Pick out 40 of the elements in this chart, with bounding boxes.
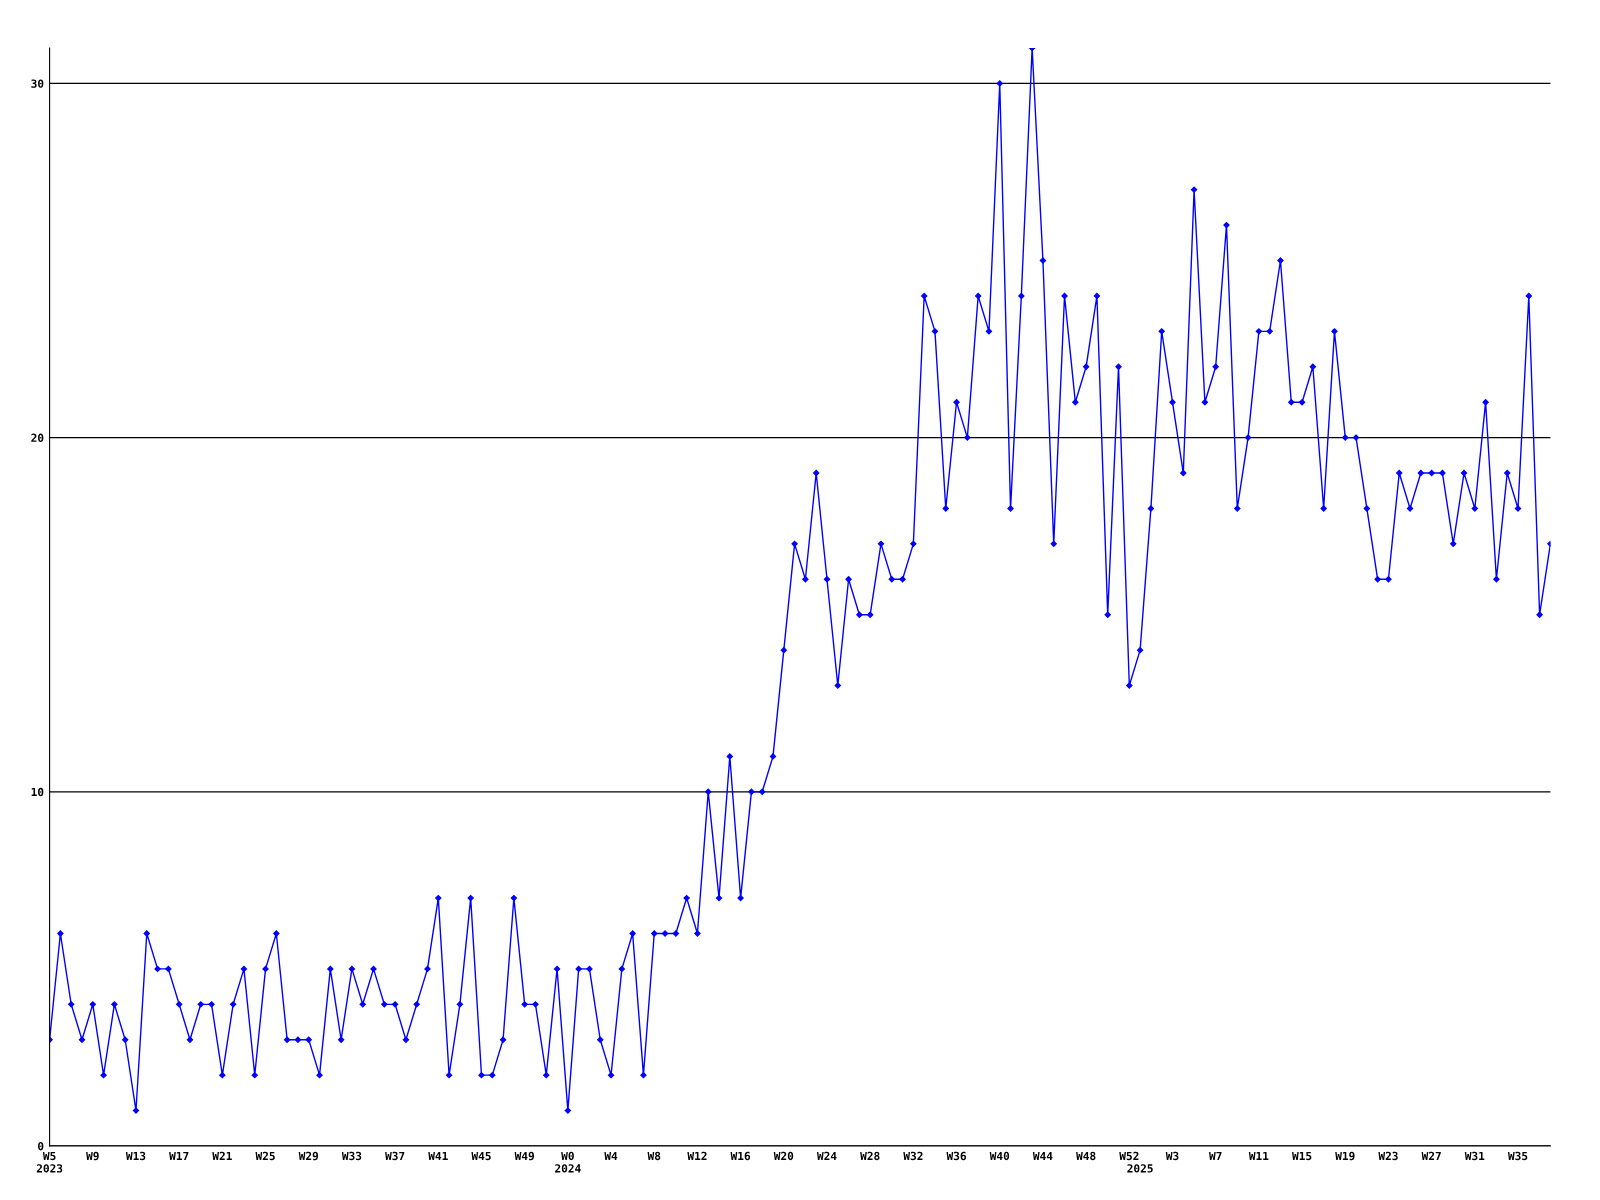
x-tick-label: W17	[169, 1151, 189, 1160]
y-tick-label: 30	[31, 79, 44, 88]
x-tick-label: W21	[212, 1151, 232, 1160]
x-tick-label: W15	[1292, 1151, 1312, 1161]
x-tick-label: W49	[514, 1151, 534, 1161]
x-tick-label: W11	[1248, 1151, 1269, 1160]
y-tick-label: 10	[31, 787, 44, 797]
x-tick-label: W36	[946, 1151, 966, 1161]
x-tick-label: W52	[1119, 1151, 1139, 1161]
x-tick-label: W33	[341, 1151, 362, 1161]
x-tick-label: W20	[773, 1151, 794, 1161]
x-tick-label: W16	[730, 1151, 751, 1161]
x-tick-label: W4	[604, 1151, 618, 1160]
x-tick-label: W37	[385, 1151, 405, 1161]
x-tick-label: W23	[1378, 1151, 1398, 1161]
x-tick-label: W35	[1507, 1151, 1528, 1161]
x-tick-label: W27	[1421, 1151, 1441, 1160]
x-tick-label: W9	[86, 1151, 99, 1161]
x-tick-label: W25	[255, 1151, 275, 1161]
y-tick-label: 20	[31, 433, 44, 442]
x-tick-label: W31	[1464, 1151, 1485, 1161]
x-tick-label: W28	[860, 1151, 880, 1161]
y-tick-label: 0	[38, 1141, 44, 1151]
x-tick-label: W8	[647, 1151, 661, 1161]
x-tick-label: W3	[1165, 1151, 1179, 1161]
x-tick-label: W41	[428, 1151, 448, 1160]
x-tick-label: W12	[687, 1151, 707, 1160]
x-tick-label: W5 2023	[36, 1151, 63, 1173]
x-tick-label: W24	[816, 1151, 837, 1160]
x-tick-label: W32	[903, 1151, 923, 1161]
x-tick-label: W0 2024	[555, 1151, 581, 1173]
x-tick-label: W29	[298, 1151, 319, 1161]
x-tick-label: W44	[1032, 1151, 1053, 1160]
x-tick-label: W45	[471, 1151, 491, 1161]
x-tick-label: W13	[125, 1151, 146, 1161]
x-tick-label: 2025	[1127, 1164, 1153, 1173]
x-tick-label: W7	[1209, 1151, 1222, 1160]
x-tick-label: W40	[989, 1151, 1010, 1161]
x-tick-label: W48	[1076, 1151, 1096, 1161]
x-tick-label: W19	[1335, 1151, 1355, 1161]
